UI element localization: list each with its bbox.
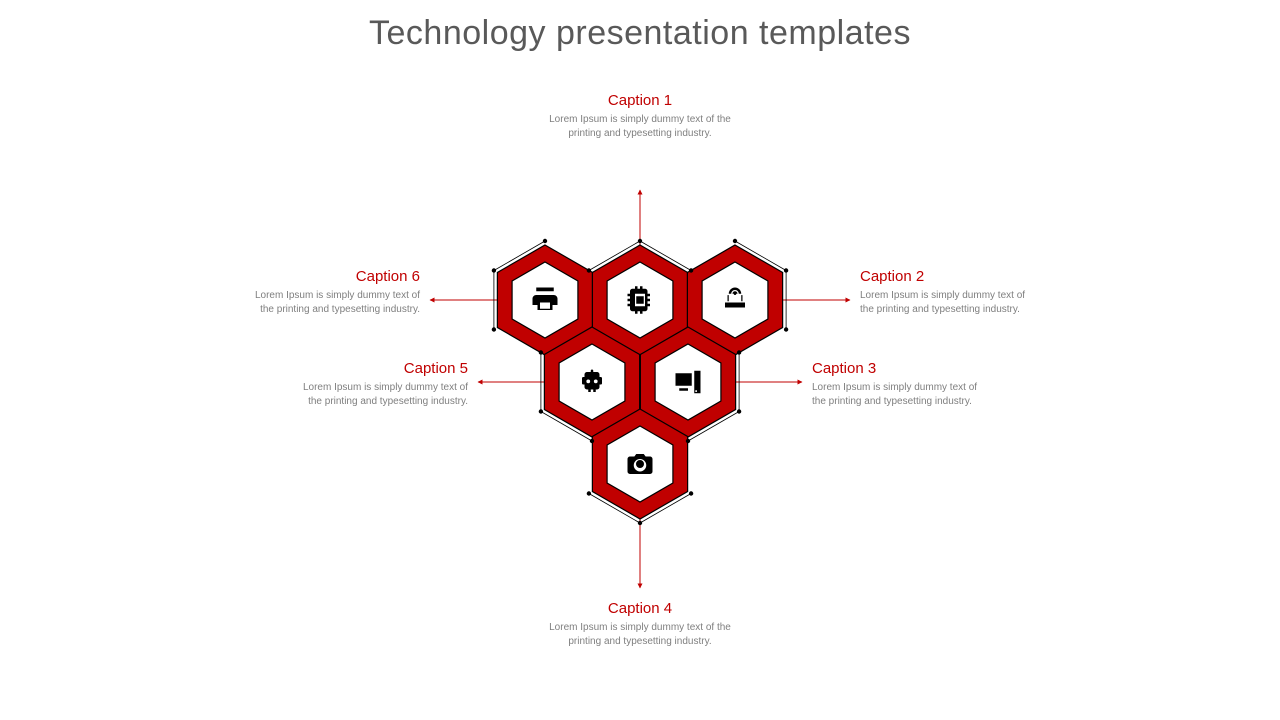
caption-body: Lorem Ipsum is simply dummy text of the … xyxy=(540,113,740,140)
chip-icon xyxy=(623,283,657,317)
router-icon xyxy=(718,283,752,317)
trail-dot xyxy=(733,239,737,243)
trail-dot xyxy=(492,327,496,331)
trail-dot xyxy=(686,439,690,443)
caption-title: Caption 2 xyxy=(860,268,1040,285)
trail-dot xyxy=(543,239,547,243)
trail-dot xyxy=(689,491,693,495)
trail-dot xyxy=(638,239,642,243)
trail-dot xyxy=(590,439,594,443)
caption-title: Caption 5 xyxy=(288,360,468,377)
caption-title: Caption 6 xyxy=(240,268,420,285)
trail-dot xyxy=(689,268,693,272)
caption-body: Lorem Ipsum is simply dummy text of the … xyxy=(812,381,992,408)
robot-icon xyxy=(575,365,609,399)
caption-1: Caption 1 Lorem Ipsum is simply dummy tex… xyxy=(540,92,740,140)
caption-body: Lorem Ipsum is simply dummy text of the … xyxy=(240,289,420,316)
computer-icon xyxy=(671,365,705,399)
trail-dot xyxy=(492,268,496,272)
caption-title: Caption 4 xyxy=(540,600,740,617)
caption-4: Caption 4 Lorem Ipsum is simply dummy tex… xyxy=(540,600,740,648)
printer-icon xyxy=(528,283,562,317)
trail-dot xyxy=(587,268,591,272)
trail-dot xyxy=(737,409,741,413)
caption-body: Lorem Ipsum is simply dummy text of the … xyxy=(288,381,468,408)
trail-dot xyxy=(587,491,591,495)
camera-icon xyxy=(623,447,657,481)
caption-6: Caption 6 Lorem Ipsum is simply dummy tex… xyxy=(240,268,420,316)
caption-body: Lorem Ipsum is simply dummy text of the … xyxy=(540,621,740,648)
caption-title: Caption 3 xyxy=(812,360,992,377)
trail-dot xyxy=(539,409,543,413)
caption-body: Lorem Ipsum is simply dummy text of the … xyxy=(860,289,1040,316)
caption-2: Caption 2 Lorem Ipsum is simply dummy tex… xyxy=(860,268,1040,316)
trail-dot xyxy=(539,350,543,354)
trail-dot xyxy=(737,350,741,354)
trail-dot xyxy=(784,327,788,331)
caption-title: Caption 1 xyxy=(540,92,740,109)
caption-5: Caption 5 Lorem Ipsum is simply dummy tex… xyxy=(288,360,468,408)
trail-dot xyxy=(784,268,788,272)
trail-dot xyxy=(638,521,642,525)
caption-3: Caption 3 Lorem Ipsum is simply dummy tex… xyxy=(812,360,992,408)
